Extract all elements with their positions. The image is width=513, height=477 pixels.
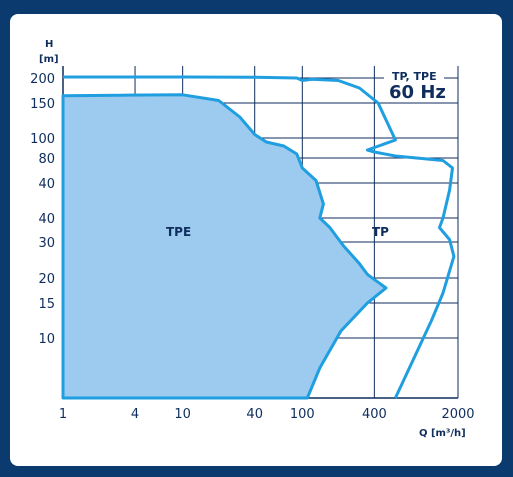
legend-box-bg [384, 66, 444, 102]
x-tick-label: 400 [362, 407, 387, 422]
y-axis-label-h: H [45, 39, 53, 50]
y-tick-label: 10 [38, 332, 55, 347]
x-axis-label: Q [m³/h] [419, 428, 466, 439]
y-tick-label: 20 [38, 272, 55, 287]
y-tick-label: 40 [38, 177, 55, 192]
y-tick-label: 150 [30, 97, 55, 112]
x-tick-label: 1 [59, 407, 67, 422]
x-tick-label: 2000 [441, 407, 474, 422]
performance-curves [61, 75, 456, 400]
x-tick-label: 4 [131, 407, 139, 422]
y-tick-label: 200 [30, 72, 55, 87]
x-tick-label: 10 [174, 407, 191, 422]
y-tick-label: 15 [38, 297, 55, 312]
series-tpe-curve [61, 93, 388, 400]
y-tick-label: 30 [38, 236, 55, 251]
y-tick-label: 40 [38, 212, 55, 227]
legend-box-line2: 60 Hz [389, 82, 446, 103]
y-axis-label-unit: [m] [39, 54, 59, 65]
series-label-tpe: TPE [166, 225, 191, 239]
series-tp-curve [63, 75, 456, 399]
tick-labels: 200 150 100 80 40 40 30 20 15 10 1 4 10 40 100 400 2000 [30, 72, 474, 422]
x-tick-label: 40 [246, 407, 263, 422]
series-label-tp: TP [372, 225, 389, 239]
y-tick-label: 100 [30, 132, 55, 147]
legend-box-line1: TP, TPE [392, 70, 437, 83]
x-tick-label: 100 [290, 407, 315, 422]
y-tick-label: 80 [38, 152, 55, 167]
